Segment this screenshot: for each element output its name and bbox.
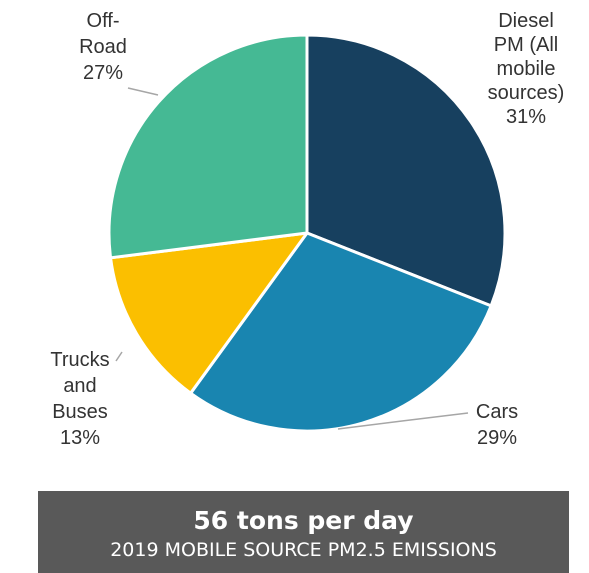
slice-name-line: sources)	[488, 82, 565, 104]
slice-label-2: Trucks and Buses 13%	[50, 349, 109, 449]
pie-slice-1	[189, 231, 493, 433]
pie-slice-0	[305, 33, 507, 308]
slice-labels: Diesel PM (All mobile sources) 31% Cars 29% Tru…	[50, 10, 564, 449]
slice-name-line: and	[63, 375, 96, 397]
slice-name-line: Cars	[476, 401, 518, 423]
slice-value-label: 13%	[60, 427, 100, 449]
leader-line-1	[337, 412, 469, 430]
summary-banner: 56 tons per day 2019 MOBILE SOURCE PM2.5…	[38, 491, 569, 573]
banner-subtitle: 2019 MOBILE SOURCE PM2.5 EMISSIONS	[110, 539, 497, 561]
leader-line-2	[115, 351, 123, 362]
slice-value-label: 29%	[477, 427, 517, 449]
slice-label-0: Diesel PM (All mobile sources) 31%	[488, 10, 565, 128]
slice-name-line: PM (All	[494, 34, 558, 56]
slice-label-1: Cars 29%	[476, 401, 518, 449]
leader-line-3	[127, 87, 159, 96]
pie-slice-2	[109, 231, 309, 395]
slice-name-line: Buses	[52, 401, 108, 423]
slice-name-line: Trucks	[50, 349, 109, 371]
pie-chart: Diesel PM (All mobile sources) 31% Cars 29% Tru…	[50, 10, 564, 449]
pie-slices	[107, 33, 507, 433]
pie-slice-3	[107, 33, 309, 260]
slice-name-line: Road	[79, 36, 127, 58]
slice-value-label: 31%	[506, 106, 546, 128]
leader-lines	[115, 87, 469, 430]
slice-value-label: 27%	[83, 62, 123, 84]
slice-name-line: mobile	[497, 58, 556, 80]
slice-label-3: Off- Road 27%	[79, 10, 127, 84]
slice-name-line: Diesel	[498, 10, 554, 32]
slice-name-line: Off-	[87, 10, 120, 32]
banner-title: 56 tons per day	[193, 506, 414, 535]
